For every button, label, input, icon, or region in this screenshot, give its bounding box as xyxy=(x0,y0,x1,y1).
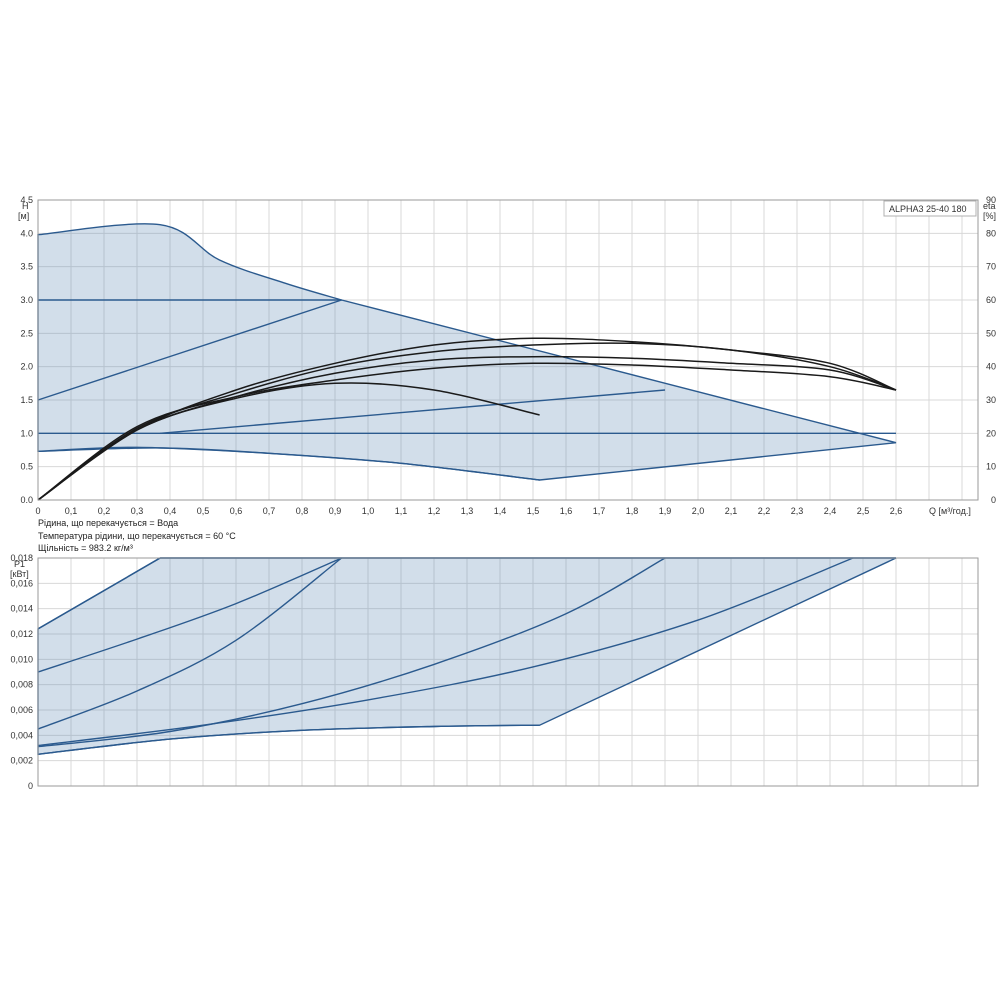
legend-box xyxy=(883,200,977,217)
top-y2-tick-label: 10 xyxy=(986,462,996,472)
note-fluid: Рідина, що перекачується = Вода xyxy=(38,518,178,528)
bottom-y-axis-unit: [кВт] xyxy=(10,569,29,579)
head-efficiency-chart: 0 0,1 0,2 0,3 0,4 0,5 0,6 0,7 0,8 0,9 1,0 1,1 1,2 1,3… xyxy=(18,195,996,516)
top-x-tick-label: 0 xyxy=(35,506,40,516)
bottom-y-tick-label: 0,002 xyxy=(10,756,33,766)
top-y-tick-label: 4.0 xyxy=(20,228,33,238)
top-y-tick-label: 2.0 xyxy=(20,362,33,372)
top-y-tick-label: 0.5 xyxy=(20,462,33,472)
bottom-y-tick-label: 0,004 xyxy=(10,730,33,740)
head-curve xyxy=(37,446,540,481)
top-efficiency-curves xyxy=(37,337,897,501)
top-x-tick-label: 1,5 xyxy=(527,506,540,516)
top-x-tick-label: 1,1 xyxy=(395,506,408,516)
top-y2-tick-label: 20 xyxy=(986,428,996,438)
power-curve xyxy=(37,557,854,747)
top-x-tick-labels: 0 0,1 0,2 0,3 0,4 0,5 0,6 0,7 0,8 0,9 1,0 1,1 1,2 1,3… xyxy=(35,506,902,516)
top-y-tick-label: 3.0 xyxy=(20,295,33,305)
top-y2-axis-unit: [%] xyxy=(983,211,996,221)
top-y-tick-label: 1.0 xyxy=(20,428,33,438)
bottom-power-curves xyxy=(37,557,896,755)
top-x-tick-label: 0,3 xyxy=(131,506,144,516)
power-curve xyxy=(37,557,342,673)
bottom-y-tick-label: 0,014 xyxy=(10,604,33,614)
power-curve xyxy=(37,724,540,755)
top-x-tick-label: 0,1 xyxy=(65,506,78,516)
top-x-tick-label: 0,8 xyxy=(296,506,309,516)
top-y-tick-label: 4.5 xyxy=(20,195,33,205)
bottom-operating-area xyxy=(37,557,897,756)
top-x-tick-label: 0,2 xyxy=(98,506,111,516)
bottom-y-tick-label: 0,006 xyxy=(10,705,33,715)
top-y2-tick-label: 90 xyxy=(986,195,996,205)
power-curve xyxy=(37,557,343,730)
bottom-operating-area-shape xyxy=(37,557,897,756)
top-x-tick-label: 1,6 xyxy=(560,506,573,516)
bottom-y-tick-label: 0,018 xyxy=(10,553,33,563)
bottom-y-tick-label: 0 xyxy=(28,781,33,791)
power-chart: 0 0,002 0,004 0,006 0,008 0,010 0,012 0,014 0,01… xyxy=(10,553,979,791)
efficiency-curve xyxy=(37,337,897,501)
top-y2-tick-label: 80 xyxy=(986,228,996,238)
top-plot-frame xyxy=(37,199,979,501)
top-x-tick-label: 2,6 xyxy=(890,506,903,516)
model-label: ALPHA3 25-40 180 xyxy=(889,204,967,214)
top-x-tick-label: 2,4 xyxy=(824,506,837,516)
top-x-tick-label: 2,1 xyxy=(725,506,738,516)
top-y-axis-unit: [м] xyxy=(18,211,29,221)
top-y-tick-labels: 0.0 0.5 1.0 1.5 2.0 2.5 3.0 3.5 4.0 4.5 xyxy=(20,195,33,505)
top-y2-tick-label: 70 xyxy=(986,262,996,272)
top-y-tick-label: 1.5 xyxy=(20,395,33,405)
top-x-tick-label: 1,8 xyxy=(626,506,639,516)
top-x-tick-label: 2,5 xyxy=(857,506,870,516)
bottom-y-tick-label: 0,016 xyxy=(10,578,33,588)
top-y2-tick-label: 0 xyxy=(991,495,996,505)
top-x-tick-label: 1,0 xyxy=(362,506,375,516)
bottom-y-axis-label: P1 xyxy=(14,559,25,569)
top-x-tick-label: 1,4 xyxy=(494,506,507,516)
efficiency-curve xyxy=(37,382,540,501)
bottom-y-tick-labels: 0 0,002 0,004 0,006 0,008 0,010 0,012 0,014 0,01… xyxy=(10,553,33,791)
bottom-y-tick-label: 0,012 xyxy=(10,629,33,639)
power-curve xyxy=(37,557,666,748)
top-x-tick-label: 1,3 xyxy=(461,506,474,516)
top-x-tick-label: 0,6 xyxy=(230,506,243,516)
top-x-tick-label: 2,2 xyxy=(758,506,771,516)
top-head-curves xyxy=(37,299,896,481)
top-y2-tick-label: 40 xyxy=(986,362,996,372)
top-y-tick-label: 3.5 xyxy=(20,262,33,272)
note-density: Щільність = 983.2 кг/м³ xyxy=(38,543,133,553)
top-x-tick-label: 0,7 xyxy=(263,506,276,516)
power-curve xyxy=(37,557,161,630)
top-y2-tick-label: 60 xyxy=(986,295,996,305)
top-x-tick-label: 1,2 xyxy=(428,506,441,516)
head-curve xyxy=(160,389,666,434)
note-temperature: Температура рідини, що перекачується = 6… xyxy=(38,531,236,541)
top-y2-tick-label: 30 xyxy=(986,395,996,405)
top-y2-axis-label: eta xyxy=(983,201,996,211)
top-x-tick-label: 0,9 xyxy=(329,506,342,516)
bottom-y-tick-label: 0,010 xyxy=(10,654,33,664)
top-x-tick-label: 2,3 xyxy=(791,506,804,516)
top-x-tick-label: 1,9 xyxy=(659,506,672,516)
top-y2-tick-labels: 0 10 20 30 40 50 60 70 80 90 xyxy=(986,195,996,505)
top-x-tick-label: 1,7 xyxy=(593,506,606,516)
top-y2-tick-label: 50 xyxy=(986,328,996,338)
top-x-tick-label: 2,0 xyxy=(692,506,705,516)
top-x-axis-label: Q [м³/год.] xyxy=(929,506,971,516)
top-y-tick-label: 0.0 xyxy=(20,495,33,505)
top-y-tick-label: 2.5 xyxy=(20,328,33,338)
top-x-tick-label: 0,5 xyxy=(197,506,210,516)
top-x-tick-label: 0,4 xyxy=(164,506,177,516)
bottom-y-tick-label: 0,008 xyxy=(10,680,33,690)
head-curve xyxy=(37,299,342,401)
bottom-plot-frame xyxy=(37,557,979,787)
top-y-axis-label: H xyxy=(22,201,29,211)
